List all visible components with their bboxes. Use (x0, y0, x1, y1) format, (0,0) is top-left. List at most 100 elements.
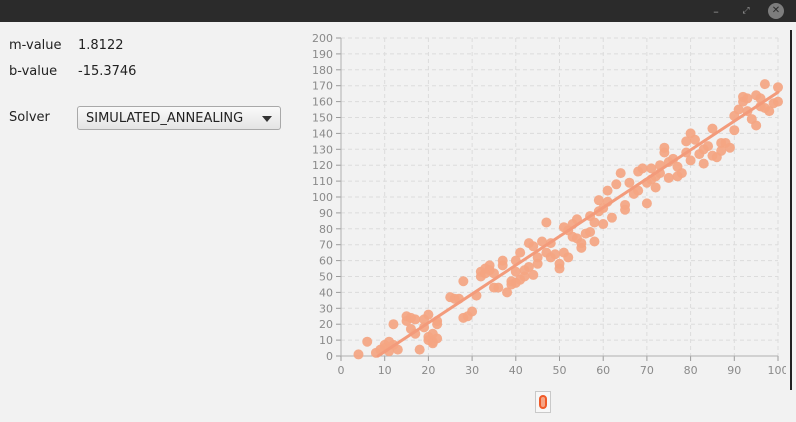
data-point (773, 82, 783, 93)
data-point (633, 185, 644, 196)
b-value: -15.3746 (78, 64, 137, 79)
data-point (602, 185, 613, 196)
data-point (510, 266, 521, 277)
data-point (423, 309, 434, 320)
data-point (523, 261, 534, 272)
title-bar: – ⤢ ✕ (0, 0, 796, 22)
data-point (611, 179, 622, 190)
data-point (685, 155, 696, 166)
chevron-down-icon (262, 116, 272, 122)
data-point (733, 104, 744, 115)
y-tick-label: 10 (319, 334, 333, 347)
data-point (615, 168, 626, 179)
y-tick-label: 30 (319, 302, 333, 315)
data-point (646, 163, 657, 174)
data-point (637, 163, 648, 174)
chart-tick-labels: 0 10 20 30 40 50 60 70 80 90 100 0 10 20 30 40 50 60 70 80 9… (312, 32, 786, 377)
chart-points (353, 79, 783, 360)
data-point (742, 93, 753, 104)
scatter-chart: 0 10 20 30 40 50 60 70 80 90 100 0 10 20 30 40 50 60 70 80 9… (312, 32, 786, 377)
data-point (589, 217, 600, 228)
data-point (624, 177, 635, 188)
data-point (585, 226, 596, 237)
solver-label: Solver (9, 110, 50, 125)
x-tick-label: 80 (684, 364, 698, 377)
data-point (681, 136, 692, 147)
data-point (353, 349, 364, 360)
data-point (707, 123, 718, 134)
data-point (698, 158, 709, 169)
data-point (502, 287, 513, 298)
data-point (576, 242, 587, 253)
data-point (589, 236, 600, 247)
data-point (724, 142, 735, 153)
y-tick-label: 40 (319, 286, 333, 299)
close-icon[interactable]: ✕ (768, 3, 784, 19)
y-tick-label: 50 (319, 271, 333, 284)
data-point (541, 217, 552, 228)
chart-grid (341, 37, 779, 356)
data-point (663, 172, 674, 183)
minimize-icon[interactable]: – (713, 4, 719, 18)
x-tick-label: 90 (727, 364, 741, 377)
y-tick-label: 80 (319, 223, 333, 236)
data-point (493, 282, 504, 293)
data-point (676, 168, 687, 179)
data-point (528, 269, 539, 280)
data-point (554, 258, 565, 269)
y-tick-label: 140 (312, 127, 333, 140)
y-tick-label: 0 (326, 350, 333, 363)
data-point (764, 106, 775, 117)
data-point (488, 268, 499, 279)
y-tick-label: 70 (319, 239, 333, 252)
x-tick-label: 70 (640, 364, 654, 377)
data-point (458, 276, 469, 287)
data-point (467, 306, 478, 317)
data-point (620, 204, 631, 215)
data-point (759, 79, 770, 90)
legend-symbol (535, 391, 551, 413)
solver-selected-value: SIMULATED_ANNEALING (86, 111, 244, 126)
y-tick-label: 190 (312, 48, 333, 61)
x-tick-label: 40 (509, 364, 523, 377)
y-tick-label: 110 (312, 175, 333, 188)
x-tick-label: 50 (553, 364, 567, 377)
m-value: 1.8122 (78, 38, 124, 53)
y-tick-label: 200 (312, 32, 333, 45)
data-point (593, 195, 604, 206)
data-point (606, 212, 617, 223)
data-point (751, 120, 762, 131)
data-point (528, 241, 539, 252)
maximize-icon[interactable]: ⤢ (742, 5, 750, 16)
chart-fit-line (376, 90, 780, 358)
data-point (650, 182, 661, 193)
panel-edge (790, 30, 792, 390)
x-tick-label: 10 (378, 364, 392, 377)
b-value-label: b-value (9, 64, 58, 79)
y-tick-label: 120 (312, 159, 333, 172)
x-tick-label: 100 (768, 364, 787, 377)
data-point (689, 134, 700, 145)
data-point (716, 145, 727, 156)
x-tick-label: 20 (421, 364, 435, 377)
data-point (410, 314, 421, 325)
data-point (414, 344, 425, 355)
data-point (729, 125, 740, 136)
data-point (659, 142, 670, 153)
data-point (532, 252, 543, 263)
y-tick-label: 170 (312, 80, 333, 93)
y-tick-label: 160 (312, 96, 333, 109)
y-tick-label: 180 (312, 64, 333, 77)
data-point (537, 236, 548, 247)
data-point (515, 247, 526, 258)
data-point (550, 249, 561, 260)
data-point (598, 219, 609, 230)
y-tick-label: 20 (319, 318, 333, 331)
y-tick-label: 90 (319, 207, 333, 220)
data-point (392, 344, 403, 355)
solver-select[interactable]: SIMULATED_ANNEALING (77, 106, 281, 130)
data-point (484, 260, 495, 271)
x-tick-label: 0 (338, 364, 345, 377)
data-point (773, 96, 783, 107)
y-tick-label: 100 (312, 191, 333, 204)
